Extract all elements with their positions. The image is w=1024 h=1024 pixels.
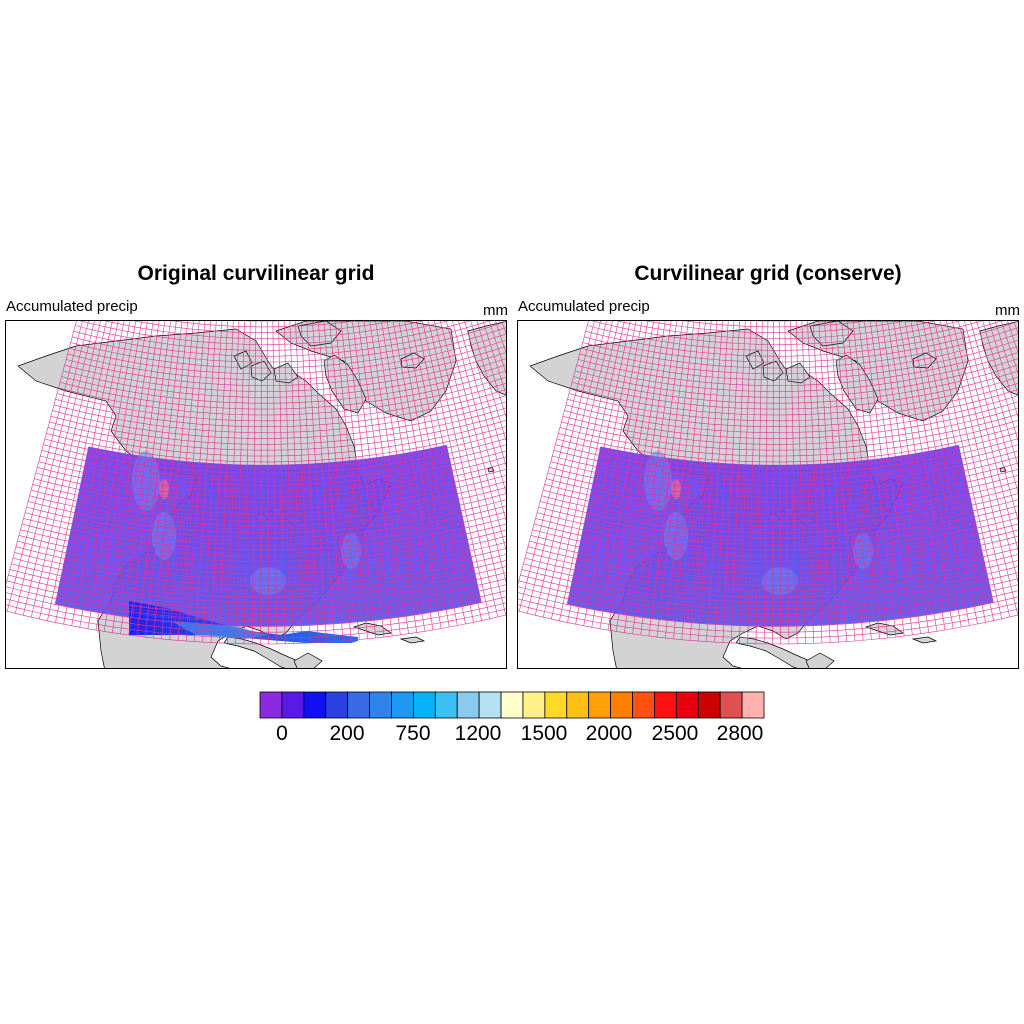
colorbar-label-2: 750: [395, 722, 431, 745]
land-polygon: [787, 321, 969, 422]
colorbar-box: [303, 691, 327, 719]
panel-1-left-string: Accumulated precip: [6, 298, 138, 315]
colorbar-label-6: 2500: [651, 722, 699, 745]
colorbar: [259, 691, 765, 719]
colorbar-box: [478, 691, 502, 719]
colorbar-box: [741, 691, 765, 719]
colorbar-box: [632, 691, 655, 719]
colorbar-box: [456, 691, 480, 719]
colorbar-label-3: 1200: [454, 722, 502, 745]
land-polygon: [745, 350, 765, 370]
panel-2-map: [517, 320, 1019, 669]
colorbar-label-1: 200: [329, 722, 365, 745]
land-polygon: [399, 636, 426, 644]
colorbar-box: [675, 691, 699, 719]
land-polygon: [275, 321, 457, 422]
colorbar-label-4: 1500: [520, 722, 568, 745]
panel-1-units: mm: [483, 302, 508, 319]
colorbar-box: [697, 691, 721, 719]
colorbar-box: [566, 691, 590, 719]
colorbar-box: [325, 691, 349, 719]
panel-2-title: Curvilinear grid (conserve): [634, 262, 902, 285]
colorbar-box: [369, 691, 392, 719]
colorbar-label-5: 2000: [585, 722, 633, 745]
colorbar-box: [719, 691, 743, 719]
panel-1-map-canvas: [6, 321, 506, 668]
colorbar-box: [522, 691, 546, 719]
land-polygon: [805, 652, 835, 668]
colorbar-box: [281, 691, 305, 719]
colorbar-box: [610, 691, 633, 719]
colorbar-box: [654, 691, 677, 719]
land-polygon: [233, 350, 253, 370]
colorbar-box: [259, 691, 283, 719]
precip-south-extension: [129, 601, 358, 643]
land-polygon: [293, 652, 323, 668]
land-polygon: [911, 636, 938, 644]
colorbar-box: [434, 691, 458, 719]
panel-2-map-canvas: [518, 321, 1018, 668]
colorbar-box: [588, 691, 612, 719]
colorbar-box: [347, 691, 370, 719]
panel-1-title: Original curvilinear grid: [137, 262, 375, 285]
panel-2-units: mm: [995, 302, 1020, 319]
colorbar-box: [391, 691, 414, 719]
curvilinear-grid: [6, 321, 506, 645]
colorbar-box: [500, 691, 524, 719]
colorbar-box: [412, 691, 436, 719]
colorbar-box: [544, 691, 568, 719]
colorbar-label-0: 0: [276, 722, 288, 745]
panel-1-map: [5, 320, 507, 669]
panel-2-left-string: Accumulated precip: [518, 298, 650, 315]
curvilinear-grid: [518, 321, 1018, 645]
colorbar-label-7: 2800: [716, 722, 764, 745]
